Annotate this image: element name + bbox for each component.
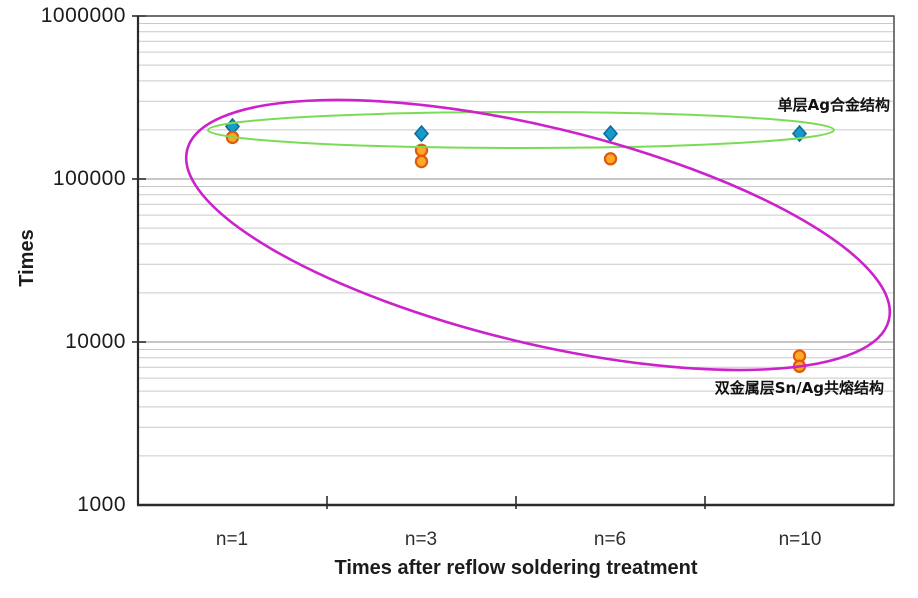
x-category-label: n=3 — [404, 529, 438, 550]
data-point-circle — [603, 152, 618, 166]
plot-border — [137, 15, 895, 506]
y-axis-title: Times — [16, 229, 38, 287]
x-axis-title: Times after reflow soldering treatment — [334, 557, 698, 579]
y-axis-tick-label: 1000000 — [40, 4, 126, 27]
data-point-circle — [414, 154, 429, 169]
data-point-diamond — [413, 124, 430, 143]
y-axis-tick-label: 10000 — [65, 330, 126, 353]
annotation-single-layer-ag-alloy: 单层Ag合金结构 — [777, 96, 890, 114]
x-category-label: n=6 — [593, 529, 627, 550]
x-category-label: n=1 — [215, 529, 249, 550]
data-point-diamond — [602, 124, 619, 143]
y-axis-tick-label: 1000 — [77, 493, 126, 516]
group-ellipse-magenta — [184, 98, 892, 372]
group-ellipse-green — [207, 111, 835, 149]
annotation-bimetal-sn-ag-eutectic: 双金属层Sn/Ag共熔结构 — [714, 379, 884, 397]
x-category-label: n=10 — [778, 529, 822, 550]
y-axis-tick-label: 100000 — [52, 167, 126, 190]
